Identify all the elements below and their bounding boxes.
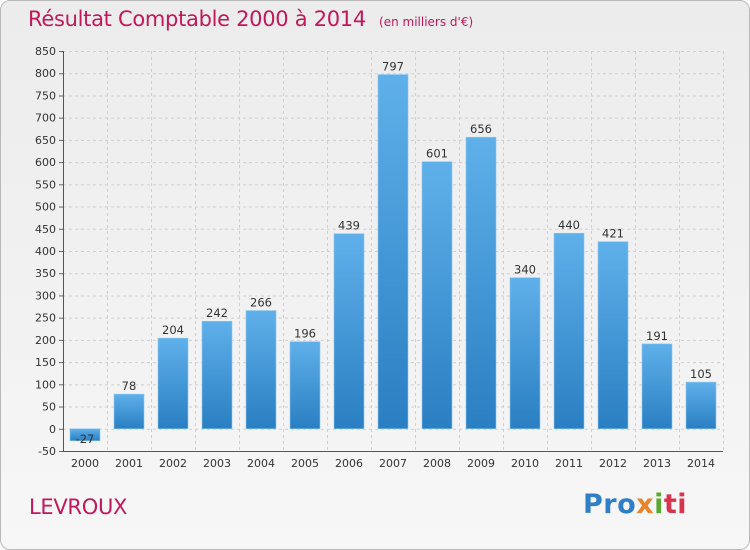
bar	[685, 381, 717, 430]
x-tick-label: 2004	[247, 457, 275, 470]
x-tick-label: 2007	[379, 457, 407, 470]
bar	[201, 320, 233, 430]
x-tick-label: 2003	[203, 457, 231, 470]
y-tick-label: 500	[35, 201, 56, 214]
data-label: 266	[250, 296, 272, 310]
bar	[289, 341, 321, 430]
y-tick-label: 800	[35, 67, 56, 80]
x-tick-label: 2001	[115, 457, 143, 470]
logo-part: ti	[663, 489, 688, 520]
logo-part: x	[636, 489, 655, 520]
bar	[597, 241, 629, 430]
data-label: 601	[426, 147, 448, 161]
title-block: Résultat Comptable 2000 à 2014 (en milli…	[28, 7, 473, 31]
y-tick-label: 250	[35, 312, 56, 325]
x-tick-label: 2002	[159, 457, 187, 470]
y-tick-label: 700	[35, 112, 56, 125]
logo-part: i	[654, 489, 664, 520]
x-tick-label: 2011	[555, 457, 583, 470]
data-label: 78	[122, 379, 137, 393]
place-name: LEVROUX	[29, 495, 128, 519]
x-tick-label: 2009	[467, 457, 495, 470]
y-tick-label: 300	[35, 289, 56, 302]
y-tick-label: 150	[35, 356, 56, 369]
x-tick-label: 2005	[291, 457, 319, 470]
bar	[333, 233, 365, 430]
axes: -50 0 50 100 150 200 250 300 350 400 450 500 550 600 6…	[35, 45, 723, 470]
y-tick-label: 750	[35, 89, 56, 102]
y-tick-label: 100	[35, 378, 56, 391]
data-label: 191	[646, 329, 668, 343]
y-tick-label: 200	[35, 334, 56, 347]
proxiti-logo: Proxiti	[583, 489, 687, 520]
y-tick-label: 450	[35, 223, 56, 236]
y-tick-label: 400	[35, 245, 56, 258]
y-tick-label: 50	[42, 401, 56, 414]
bar	[509, 277, 541, 430]
data-label: 242	[206, 306, 228, 320]
chart-title: Résultat Comptable 2000 à 2014	[28, 7, 366, 31]
labels: -27 78 204 242 266 196 439 797 601 656 340 440 421 19…	[76, 60, 712, 446]
data-label: 204	[162, 323, 184, 337]
y-tick-label: 600	[35, 156, 56, 169]
y-tick-label: 650	[35, 134, 56, 147]
y-tick-label: 0	[49, 423, 56, 436]
data-label: 340	[514, 263, 536, 277]
x-tick-label: 2000	[71, 457, 99, 470]
data-label: 421	[602, 227, 624, 241]
bar	[641, 343, 673, 430]
data-label: 656	[470, 122, 492, 136]
y-tick-label: 550	[35, 178, 56, 191]
y-tick-label: 850	[35, 45, 56, 58]
x-tick-label: 2013	[643, 457, 671, 470]
data-label: -27	[76, 432, 95, 446]
data-label: 196	[294, 327, 316, 341]
bar	[157, 337, 189, 430]
y-tick-label: -50	[38, 445, 56, 458]
data-label: 105	[690, 367, 712, 381]
bars	[69, 74, 717, 442]
bar	[465, 136, 497, 430]
x-tick-label: 2012	[599, 457, 627, 470]
data-label: 440	[558, 218, 580, 232]
y-tick-label: 350	[35, 267, 56, 280]
bar	[69, 428, 101, 442]
x-tick-label: 2010	[511, 457, 539, 470]
bar	[421, 161, 453, 430]
bar	[553, 232, 585, 430]
bar	[113, 393, 145, 430]
bar	[377, 74, 409, 430]
data-label: 439	[338, 219, 360, 233]
x-tick-label: 2014	[687, 457, 715, 470]
data-label: 797	[382, 60, 404, 74]
bar	[245, 310, 277, 430]
x-tick-label: 2006	[335, 457, 363, 470]
logo-part: Pro	[583, 489, 637, 520]
x-tick-label: 2008	[423, 457, 451, 470]
chart-subtitle: (en milliers d'€)	[379, 15, 474, 29]
